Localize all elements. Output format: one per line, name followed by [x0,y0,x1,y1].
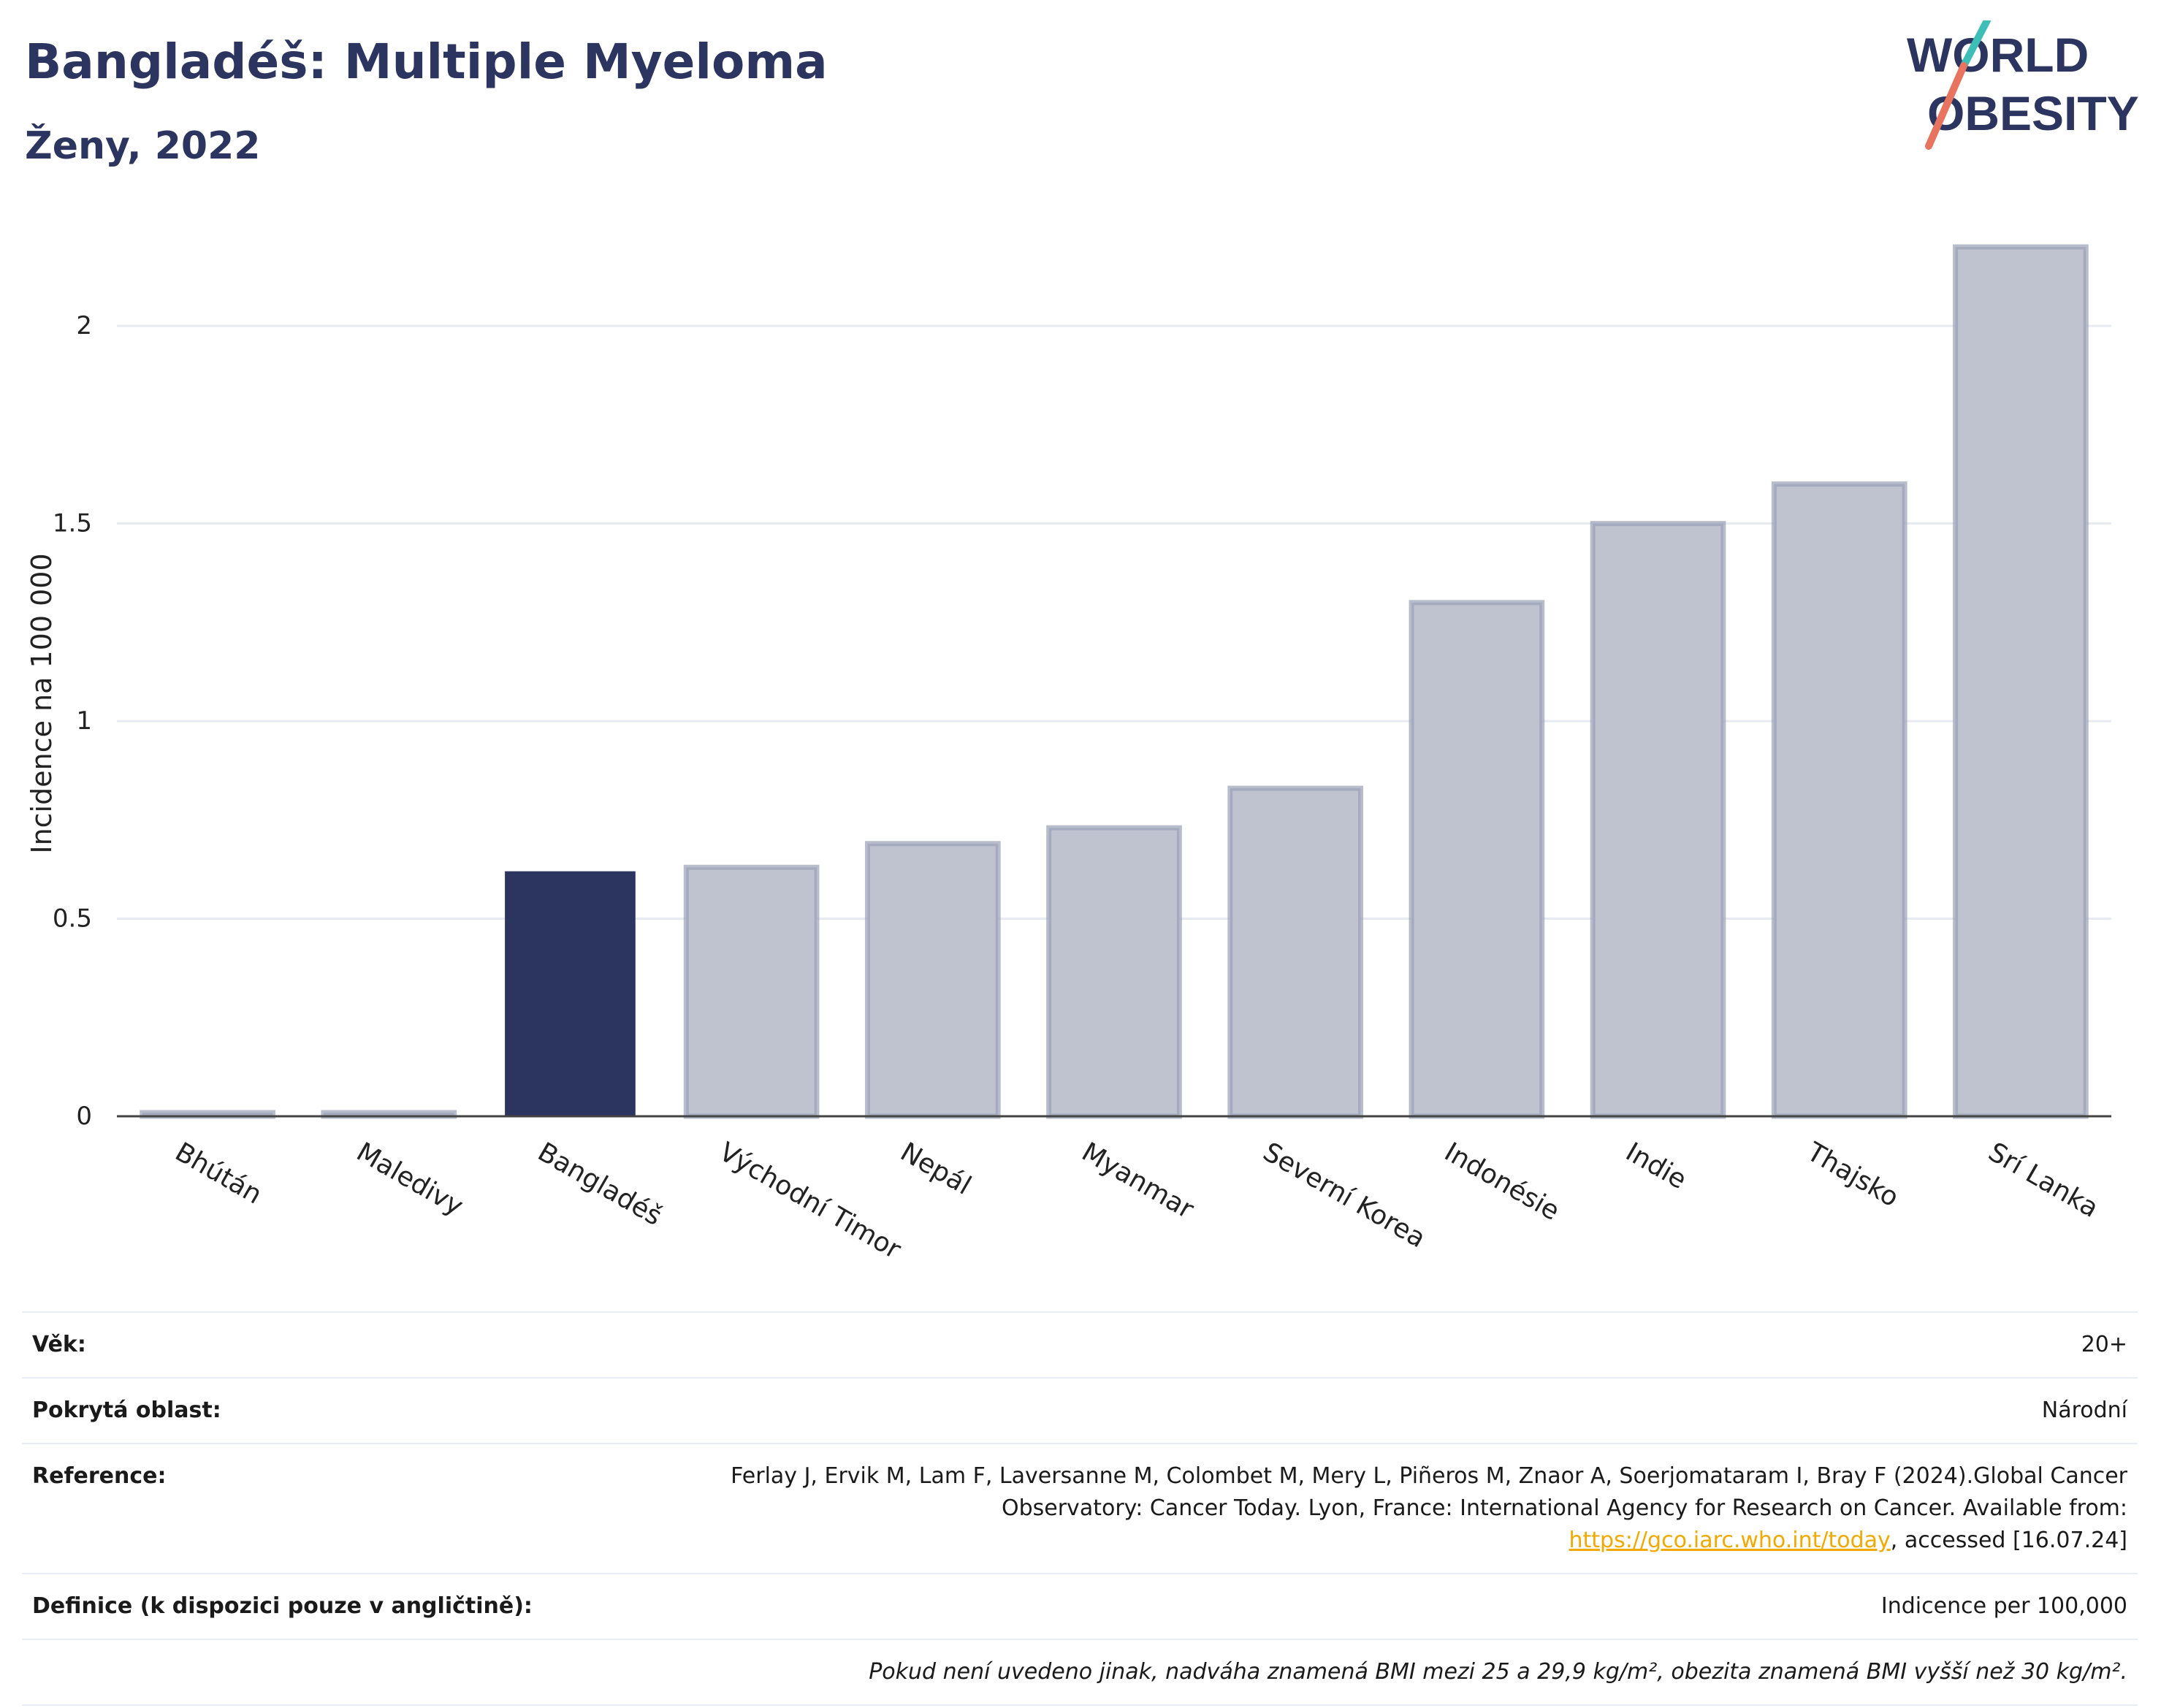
x-tick-label: Myanmar [1077,1137,1199,1224]
logo-slash-coral [1925,62,1967,150]
x-tick-label: Severní Korea [1258,1137,1430,1254]
definition-label: Definice (k dispozici pouze v angličtině… [22,1573,700,1639]
x-tick-label: Srí Lanka [1983,1137,2104,1224]
bmi-note: Pokud není uvedeno jinak, nadváha znamen… [22,1639,2138,1706]
logo-line2: OBESITY [1927,86,2139,140]
x-tick-label: Východní Timor [714,1137,906,1265]
page-subtitle: Ženy, 2022 [25,124,261,168]
world-obesity-logo: WORLD OBESITY [1907,20,2139,150]
y-axis-title: Incidence na 100 000 [26,553,58,853]
x-tick-label: Indie [1620,1137,1691,1195]
x-tick-label: Nepál [896,1137,977,1201]
age-value: 20+ [700,1311,2138,1378]
reference-text: Ferlay J, Ervik M, Lam F, Laversanne M, … [731,1463,2127,1521]
x-tick-label: Thajsko [1802,1137,1904,1213]
y-tick-label: 0 [76,1102,92,1131]
bar [505,871,636,1116]
bar [1953,244,2089,1119]
bar [864,841,1001,1119]
bar-chart: 0 0.5 1 1.5 2 Incidence na 100 000 Bhútán Maled… [26,244,2111,1265]
x-tick-label: Bhútán [170,1137,267,1210]
y-tick-label: 0.5 [53,904,92,934]
y-tick-label: 1.5 [53,509,92,538]
y-tick-label: 2 [76,311,92,340]
logo-slash-teal [1960,20,1991,69]
x-tick-label: Bangladéš [533,1137,667,1232]
reference-suffix: , accessed [16.07.24] [1890,1528,2127,1553]
definition-value: Indicence per 100,000 [700,1573,2138,1639]
bar [1227,785,1364,1119]
x-tick-label: Indonésie [1439,1137,1564,1227]
coverage-label: Pokrytá oblast: [22,1377,700,1444]
bar [1409,600,1545,1119]
info-row-reference: Reference: Ferlay J, Ervik M, Lam F, Lav… [22,1443,2138,1574]
info-table: Věk: 20+ Pokrytá oblast: Národní Referen… [22,1311,2138,1706]
reference-link[interactable]: https://gco.iarc.who.int/today [1569,1528,1891,1553]
page-title: Bangladéš: Multiple Myeloma [25,34,828,90]
info-row-note: Pokud není uvedeno jinak, nadváha znamen… [22,1639,2138,1706]
x-tick-label: Maledivy [351,1137,468,1221]
age-label: Věk: [22,1311,700,1378]
logo-line1: WORLD [1907,28,2089,82]
bar [1590,521,1726,1119]
info-row-coverage: Pokrytá oblast: Národní [22,1377,2138,1444]
info-row-definition: Definice (k dispozici pouze v angličtině… [22,1573,2138,1639]
bar [1771,481,1907,1119]
bar [1046,825,1182,1119]
reference-value: Ferlay J, Ervik M, Lam F, Laversanne M, … [700,1443,2138,1574]
reference-label: Reference: [22,1443,700,1574]
bar [683,864,820,1119]
y-tick-label: 1 [76,706,92,736]
info-row-age: Věk: 20+ [22,1311,2138,1378]
coverage-value: Národní [700,1377,2138,1444]
